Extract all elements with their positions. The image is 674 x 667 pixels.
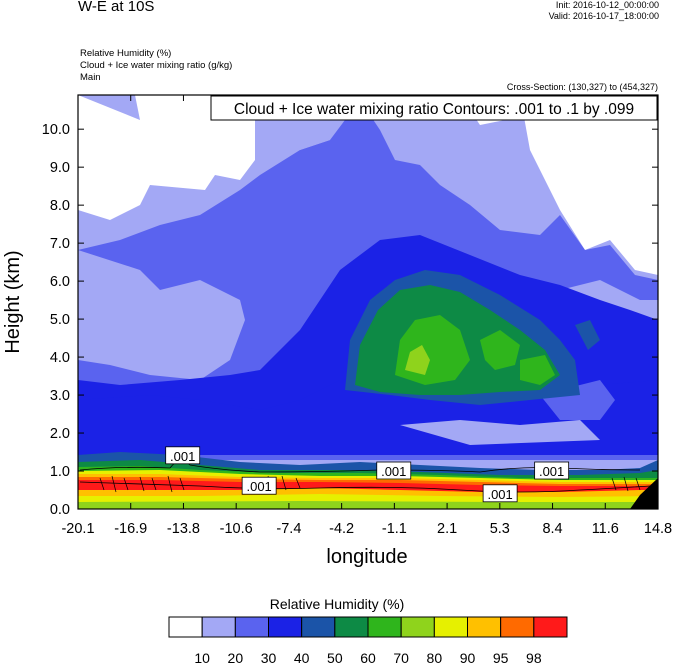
contour-label-box bbox=[482, 484, 518, 503]
y-tick-label: 10.0 bbox=[42, 122, 70, 138]
colorbar-swatch bbox=[268, 616, 303, 638]
colorbar-swatch bbox=[301, 616, 336, 638]
colorbar-level: 50 bbox=[327, 650, 343, 666]
colorbar-swatch bbox=[234, 616, 269, 638]
field-label-cloud: Cloud + Ice water mixing ratio (g/kg) bbox=[80, 60, 233, 71]
colorbar-level: 70 bbox=[393, 650, 409, 666]
field-label-rh: Relative Humidity (%) bbox=[80, 48, 172, 59]
x-tick-label: -7.4 bbox=[276, 521, 301, 537]
colorbar-level: 40 bbox=[293, 650, 310, 666]
valid-time: Valid: 2016-10-17_18:00:00 bbox=[548, 11, 659, 21]
y-tick-label: 5.0 bbox=[50, 312, 70, 328]
y-tick-label: 1.0 bbox=[50, 464, 70, 480]
colorbar-swatch bbox=[433, 616, 469, 638]
x-tick-label: 14.8 bbox=[644, 521, 672, 537]
colorbar-level: 60 bbox=[360, 650, 376, 666]
x-tick-label: -10.6 bbox=[220, 521, 253, 537]
plot-frame bbox=[77, 94, 659, 510]
colorbar bbox=[168, 616, 568, 638]
colorbar-swatch bbox=[201, 616, 236, 638]
colorbar-swatch bbox=[400, 616, 435, 638]
contour-labels: .001 .001 .001 .001 .001 bbox=[165, 446, 570, 503]
x-axis-label: longitude bbox=[326, 546, 407, 568]
colorbar-level: 30 bbox=[260, 650, 277, 666]
x-tick-label: -16.9 bbox=[114, 521, 147, 537]
x-tick-label: 11.6 bbox=[592, 521, 619, 537]
y-axis: 0.0 1.0 2.0 3.0 4.0 5.0 6.0 7.0 8.0 9.0 10.0 bbox=[42, 122, 658, 518]
y-tick-label: 9.0 bbox=[50, 160, 70, 176]
cross-section-label: Cross-Section: (130,327) to (454,327) bbox=[506, 82, 658, 92]
colorbar-swatch bbox=[467, 616, 502, 638]
colorbar-level: 90 bbox=[459, 650, 476, 666]
contour-label-box bbox=[165, 446, 201, 465]
colorbar-swatch bbox=[500, 616, 535, 638]
y-tick-label: 4.0 bbox=[50, 350, 70, 366]
contour-label: .001 bbox=[539, 464, 564, 479]
plot-title: W-E at 10S bbox=[78, 0, 155, 15]
colorbar-swatch bbox=[533, 616, 568, 638]
contour-label-box bbox=[241, 476, 277, 495]
x-tick-label: -20.1 bbox=[61, 521, 94, 537]
x-axis: -20.1 -16.9 -13.8 -10.6 -7.4 -4.2 -1.1 2.1 5.3 8.… bbox=[61, 95, 672, 537]
field-label-main: Main bbox=[80, 72, 101, 83]
y-tick-label: 7.0 bbox=[50, 236, 70, 252]
colorbar-title: Relative Humidity (%) bbox=[269, 596, 405, 612]
humidity-field bbox=[78, 95, 658, 509]
colorbar-level: 10 bbox=[194, 650, 210, 666]
y-axis-label: Height (km) bbox=[2, 250, 24, 353]
x-tick-label: -1.1 bbox=[382, 521, 407, 537]
y-tick-label: 6.0 bbox=[50, 274, 70, 290]
colorbar-swatch bbox=[334, 616, 369, 638]
y-tick-label: 2.0 bbox=[50, 426, 70, 442]
y-tick-label: 0.0 bbox=[50, 502, 70, 518]
x-tick-label: 2.1 bbox=[437, 521, 457, 537]
chart-title: Cloud + Ice water mixing ratio Contours:… bbox=[234, 101, 634, 118]
chart-title-box bbox=[210, 95, 658, 121]
colorbar-swatch bbox=[168, 616, 203, 638]
x-tick-label: 5.3 bbox=[490, 521, 510, 537]
colorbar-swatch bbox=[367, 616, 402, 638]
contour-label: .001 bbox=[170, 449, 195, 464]
colorbar-level: 98 bbox=[526, 650, 542, 666]
y-tick-label: 8.0 bbox=[50, 198, 70, 214]
contour-label: .001 bbox=[246, 479, 271, 494]
colorbar-level: 95 bbox=[492, 650, 509, 666]
init-time: Init: 2016-10-12_00:00:00 bbox=[555, 0, 659, 10]
y-tick-label: 3.0 bbox=[50, 388, 70, 404]
colorbar-level: 20 bbox=[227, 650, 244, 666]
x-tick-label: 8.4 bbox=[542, 521, 562, 537]
contour-label: .001 bbox=[381, 464, 406, 479]
colorbar-level: 80 bbox=[426, 650, 443, 666]
contour-label-box bbox=[534, 461, 570, 480]
x-tick-label: -4.2 bbox=[329, 521, 354, 537]
contour-label: .001 bbox=[487, 487, 512, 502]
contour-label-box bbox=[376, 461, 412, 480]
x-tick-label: -13.8 bbox=[167, 521, 200, 537]
